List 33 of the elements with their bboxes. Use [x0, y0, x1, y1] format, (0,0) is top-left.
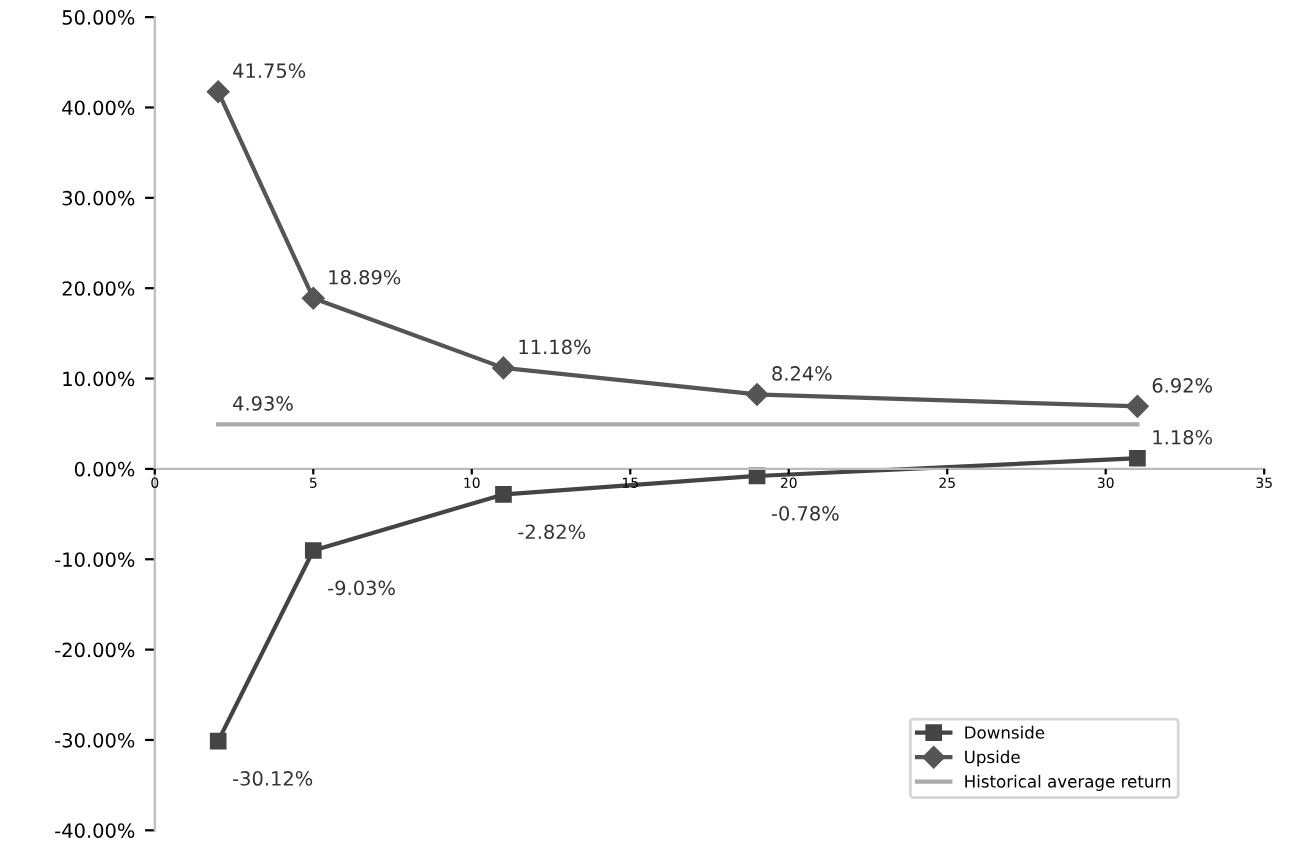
data-label: 11.18%	[519, 339, 591, 355]
point	[209, 732, 227, 750]
data-label: 8.24%	[772, 366, 832, 381]
y-tick-label: 50.00%	[62, 10, 135, 25]
y-tick-label: -40.00%	[55, 823, 135, 838]
data-label: 1.18%	[1153, 429, 1212, 445]
legend-label: Historical average return	[965, 774, 1171, 791]
point	[302, 287, 325, 310]
point	[304, 542, 322, 559]
data-label: 6.92%	[1152, 378, 1212, 393]
data-label: -9.03%	[328, 580, 395, 596]
y-tick-label: 10.00%	[63, 371, 135, 387]
point	[206, 80, 230, 103]
y-tick-label: 0.00%	[74, 461, 135, 477]
data-label: -2.82%	[518, 524, 586, 540]
legend-label: Downside	[965, 725, 1045, 739]
y-tick-label: 30.00%	[62, 190, 135, 206]
point	[1129, 449, 1146, 467]
data-label: -30.12%	[233, 771, 313, 786]
data-label: 4.93%	[233, 396, 293, 411]
legend-label: Upside	[965, 750, 1020, 767]
data-label: 41.75%	[233, 63, 306, 79]
y-tick-label: -20.00%	[55, 642, 135, 658]
y-tick-label: 40.00%	[62, 100, 135, 116]
y-tick-label: -30.00%	[55, 732, 135, 748]
data-label: 18.89%	[329, 269, 401, 285]
point	[495, 486, 512, 503]
point	[745, 383, 769, 406]
point	[492, 356, 515, 380]
y-tick-label: -10.00%	[55, 552, 135, 567]
data-label: -0.78%	[771, 505, 839, 521]
point	[1126, 395, 1149, 418]
y-tick-label: 20.00%	[62, 281, 135, 296]
